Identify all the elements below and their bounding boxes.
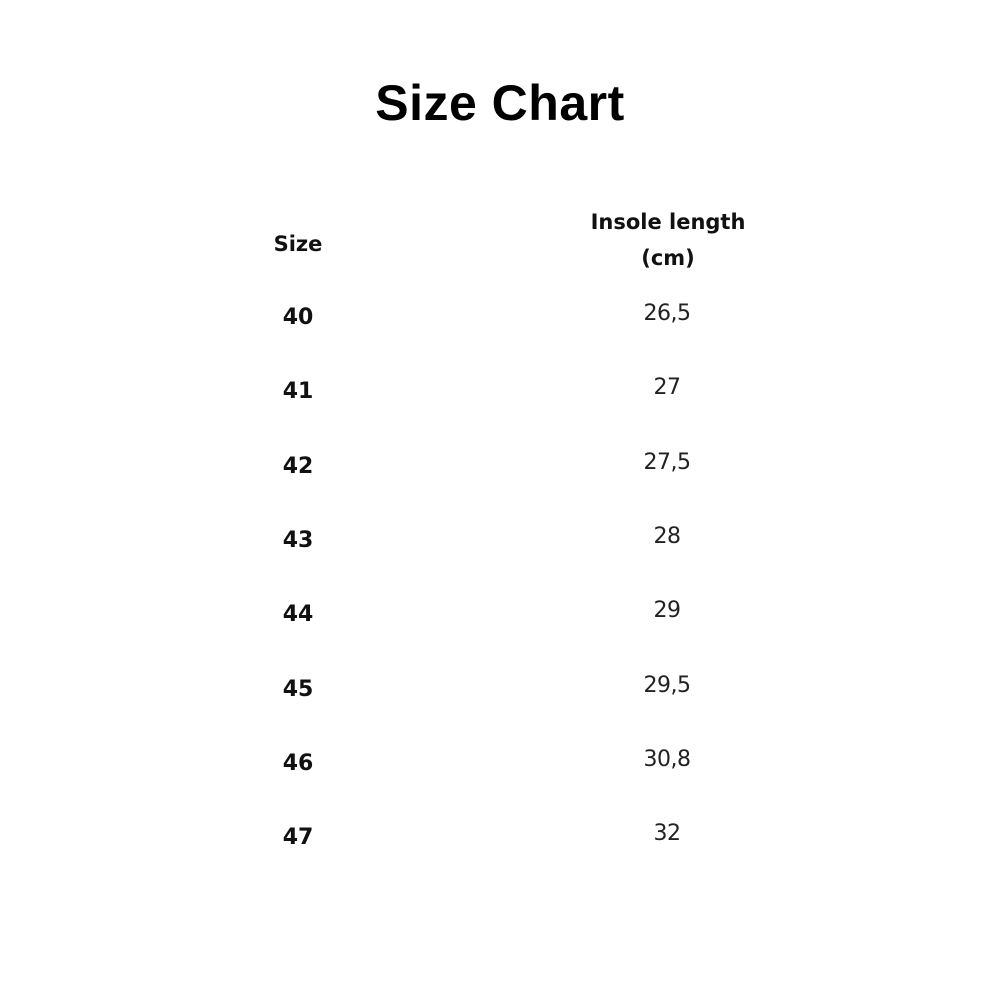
size-cell: 47 bbox=[282, 825, 314, 851]
size-cell: 43 bbox=[282, 527, 314, 553]
size-cell: 41 bbox=[282, 379, 314, 405]
insole-length-cell: 30,8 bbox=[643, 746, 691, 772]
size-cell: 45 bbox=[282, 676, 314, 702]
size-cell: 42 bbox=[282, 453, 314, 479]
insole-length-cell: 28 bbox=[653, 523, 682, 549]
header-insole-unit: (cm) bbox=[641, 246, 695, 270]
size-cell: 46 bbox=[282, 750, 314, 776]
insole-length-cell: 27,5 bbox=[643, 449, 691, 475]
header-size: Size bbox=[273, 232, 323, 256]
insole-length-cell: 26,5 bbox=[643, 301, 691, 326]
size-cell: 40 bbox=[282, 305, 314, 330]
size-cell: 44 bbox=[282, 602, 314, 628]
header-insole-length: Insole length bbox=[590, 210, 746, 234]
insole-length-cell: 29,5 bbox=[643, 672, 691, 698]
insole-length-cell: 27 bbox=[653, 375, 682, 401]
insole-length-cell: 29 bbox=[653, 598, 682, 624]
page-title: Size Chart bbox=[375, 75, 625, 131]
insole-length-cell: 32 bbox=[653, 821, 682, 847]
